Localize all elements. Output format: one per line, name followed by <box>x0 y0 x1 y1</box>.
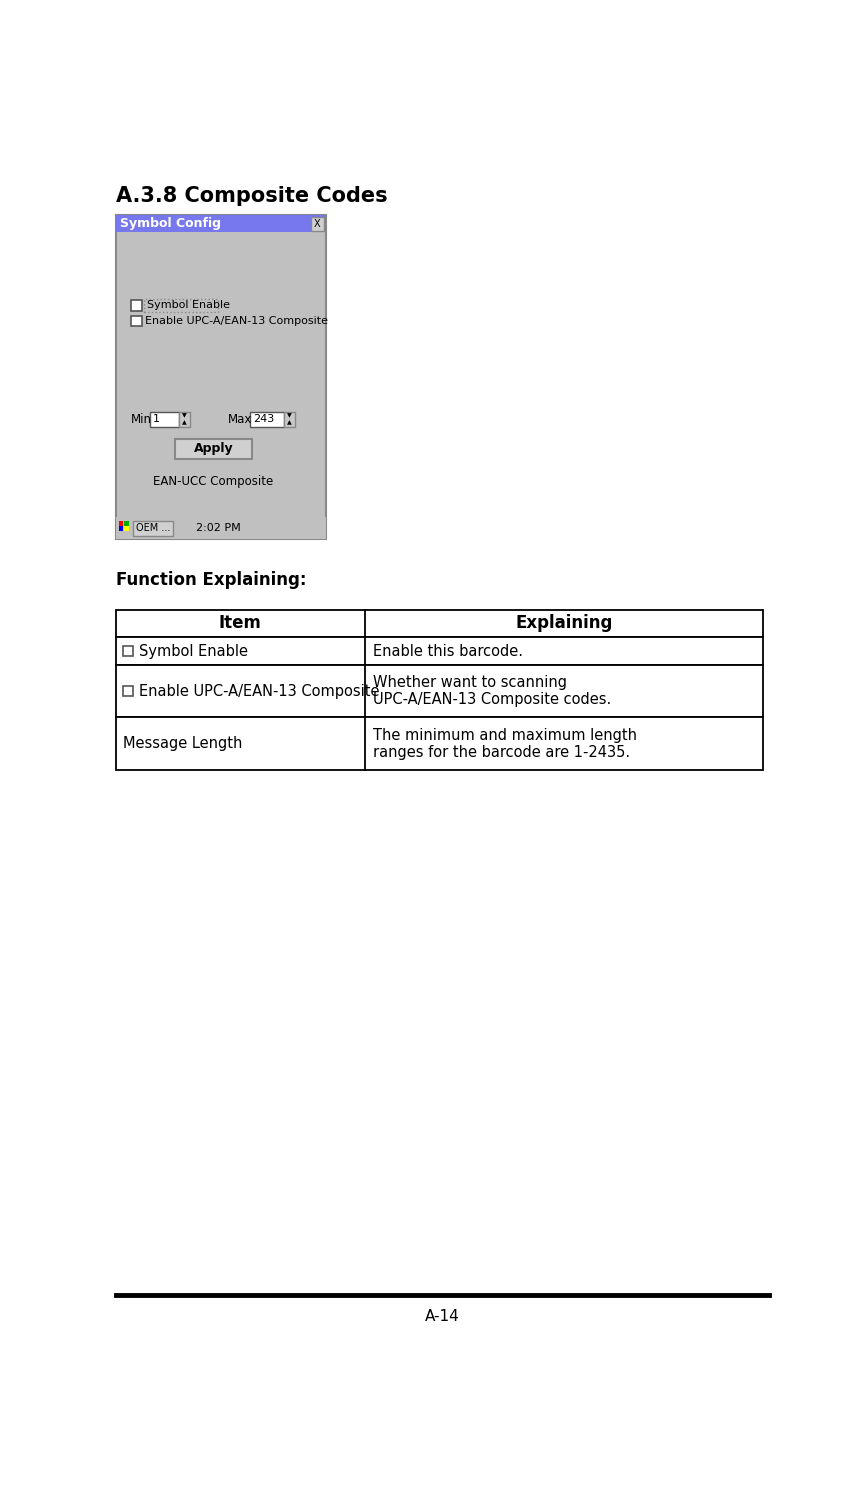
Bar <box>180 412 190 427</box>
Bar <box>116 517 326 538</box>
Text: Symbol Enable: Symbol Enable <box>147 300 230 311</box>
Bar <box>119 526 123 531</box>
Bar <box>124 526 129 531</box>
Text: Item: Item <box>218 614 261 632</box>
Text: X: X <box>314 219 321 229</box>
Text: Message Length: Message Length <box>123 736 243 751</box>
Text: OEM ...: OEM ... <box>135 523 170 532</box>
Text: ▲: ▲ <box>182 421 187 425</box>
Text: EAN-UCC Composite: EAN-UCC Composite <box>153 476 274 488</box>
Bar <box>119 520 123 526</box>
Bar <box>116 638 763 665</box>
Bar <box>116 610 763 638</box>
Text: Enable this barcode.: Enable this barcode. <box>373 644 522 659</box>
Text: ▲: ▲ <box>287 421 292 425</box>
Text: The minimum and maximum length: The minimum and maximum length <box>373 727 637 742</box>
Bar <box>116 216 326 538</box>
Bar <box>149 412 180 427</box>
Bar <box>116 216 326 232</box>
Text: Symbol Config: Symbol Config <box>120 217 221 230</box>
Bar <box>124 520 129 526</box>
Bar <box>311 217 324 230</box>
Bar <box>131 300 142 311</box>
Bar <box>174 439 252 458</box>
Bar <box>284 412 294 427</box>
Text: Symbol Enable: Symbol Enable <box>139 644 248 659</box>
Text: A.3.8 Composite Codes: A.3.8 Composite Codes <box>116 186 387 207</box>
Text: Function Explaining:: Function Explaining: <box>116 571 306 589</box>
Bar <box>116 717 763 770</box>
Text: ▼: ▼ <box>287 413 292 418</box>
Text: Whether want to scanning: Whether want to scanning <box>373 675 566 690</box>
Text: Min: Min <box>131 413 152 425</box>
Text: 2:02 PM: 2:02 PM <box>196 523 240 532</box>
Text: Max: Max <box>228 413 252 425</box>
Text: Enable UPC-A/EAN-13 Composite: Enable UPC-A/EAN-13 Composite <box>139 684 380 699</box>
Bar <box>131 315 142 326</box>
Text: UPC-A/EAN-13 Composite codes.: UPC-A/EAN-13 Composite codes. <box>373 693 611 708</box>
Bar <box>123 647 134 656</box>
Bar <box>144 299 218 312</box>
Text: A-14: A-14 <box>425 1309 460 1323</box>
Text: Apply: Apply <box>193 442 233 455</box>
Text: Enable UPC-A/EAN-13 Composite: Enable UPC-A/EAN-13 Composite <box>145 315 328 326</box>
Bar <box>116 665 763 717</box>
Text: ▼: ▼ <box>182 413 187 418</box>
Text: 1: 1 <box>153 415 160 424</box>
Text: 243: 243 <box>253 415 274 424</box>
Text: ranges for the barcode are 1-2435.: ranges for the barcode are 1-2435. <box>373 745 630 760</box>
Bar <box>123 687 134 696</box>
Bar <box>133 520 173 537</box>
Bar <box>249 412 284 427</box>
Text: Explaining: Explaining <box>515 614 613 632</box>
